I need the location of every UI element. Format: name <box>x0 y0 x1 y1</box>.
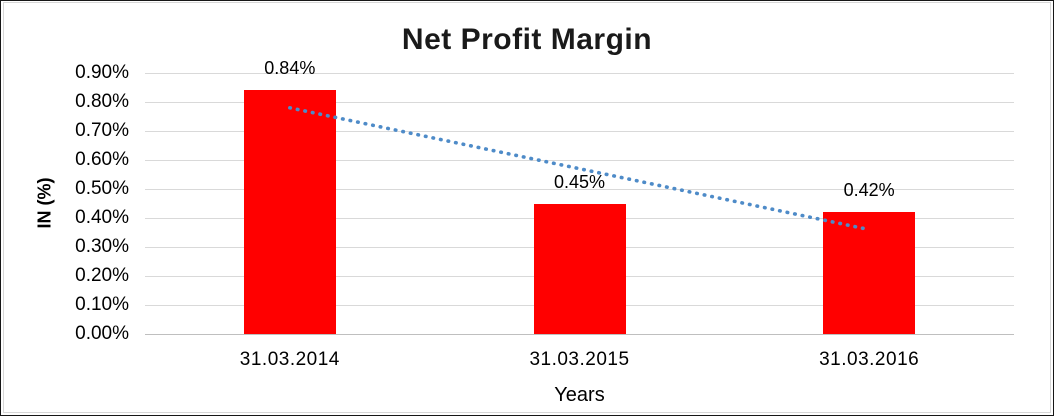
bar-value-label: 0.45% <box>553 171 606 192</box>
bar-31.03.2014 <box>243 90 336 334</box>
gridline <box>145 73 1014 74</box>
gridline <box>145 189 1014 190</box>
y-tick-label: 0.40% <box>75 207 129 228</box>
gridline <box>145 131 1014 132</box>
chart-title: Net Profit Margin <box>401 23 653 56</box>
x-axis-line <box>145 334 1014 335</box>
x-tick-label: 31.03.2014 <box>239 349 340 370</box>
gridline <box>145 160 1014 161</box>
x-tick-label: 31.03.2015 <box>529 349 630 370</box>
trendline-path <box>288 105 871 232</box>
linear-trendline <box>288 105 871 232</box>
y-tick-label: 0.20% <box>75 265 129 286</box>
y-tick-label: 0.70% <box>75 120 129 141</box>
y-tick-label: 0.00% <box>75 323 129 344</box>
y-tick-label: 0.50% <box>75 178 129 199</box>
bar-value-label: 0.42% <box>843 180 895 201</box>
bar-31.03.2015 <box>533 203 626 334</box>
y-tick-label: 0.90% <box>75 62 129 83</box>
y-tick-label: 0.80% <box>75 91 129 112</box>
y-tick-label: 0.30% <box>75 236 129 257</box>
y-tick-label: 0.60% <box>75 149 129 170</box>
y-tick-label: 0.10% <box>75 294 129 315</box>
plot-area <box>145 73 1014 335</box>
x-axis-title: Years <box>554 384 605 406</box>
gridline <box>145 102 1014 103</box>
x-tick-label: 31.03.2016 <box>819 349 920 370</box>
bar-value-label: 0.84% <box>264 58 316 79</box>
bar-31.03.2016 <box>823 212 916 334</box>
